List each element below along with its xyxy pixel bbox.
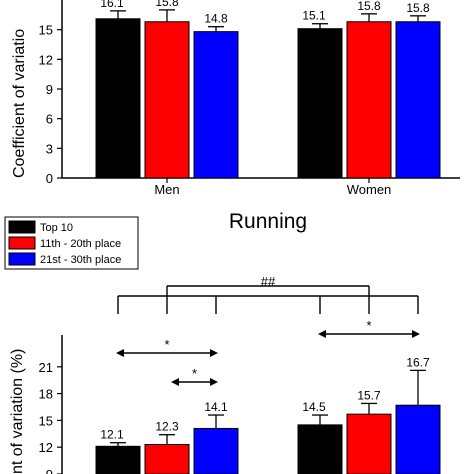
- y-tick-label: 9: [46, 467, 53, 474]
- data-label: 14.5: [302, 400, 326, 414]
- arrow-head-left: [171, 378, 179, 386]
- y-tick-label: 15: [39, 23, 53, 38]
- significance-marker: *: [366, 318, 371, 333]
- bar: [95, 18, 141, 179]
- significance-marker: ##: [261, 274, 276, 289]
- significance-marker: *: [164, 337, 169, 352]
- significance-brackets: ## * * *: [116, 274, 420, 386]
- data-label: 12.1: [100, 428, 124, 442]
- legend-swatch-11-20: [8, 236, 36, 250]
- arrow-head-left: [318, 330, 326, 338]
- y-tick-label: 18: [39, 387, 53, 402]
- legend-box: [4, 216, 139, 270]
- data-label: 15.8: [155, 0, 179, 9]
- data-label: 15.8: [406, 1, 430, 15]
- data-label: 14.1: [204, 400, 228, 414]
- y-tick-label: 15: [39, 413, 53, 428]
- significance-marker: *: [192, 366, 197, 381]
- data-label: 15.1: [302, 9, 326, 23]
- y-tick-label: 12: [39, 52, 53, 67]
- bar: [346, 413, 392, 474]
- data-label: 14.8: [204, 12, 228, 26]
- chart-title-running: Running: [229, 210, 307, 233]
- legend-label-11-20: 11th - 20th place: [40, 238, 121, 250]
- data-label: 16.7: [406, 355, 430, 369]
- legend-swatch-21-30: [8, 252, 36, 266]
- x-category-label: Men: [154, 182, 179, 197]
- y-tick-label: 3: [46, 141, 53, 156]
- y-tick-label: 9: [46, 82, 53, 97]
- y-tick-label: 6: [46, 112, 53, 127]
- arrow-head-right: [412, 330, 420, 338]
- arrow-head-right: [210, 349, 218, 357]
- legend-label-top10: Top 10: [40, 222, 73, 234]
- x-category-label: Women: [347, 182, 392, 197]
- top-bars: 16.1 15.1 15.8 15.8 14.8 15.8: [95, 0, 441, 179]
- bar: [95, 445, 141, 474]
- y-tick-label: 12: [39, 440, 53, 455]
- arrow-head-left: [116, 349, 124, 357]
- y-tick-label: 21: [39, 360, 53, 375]
- data-label: 15.8: [357, 0, 381, 13]
- data-label: 16.1: [100, 0, 124, 10]
- legend-label-21-30: 21st - 30th place: [40, 254, 121, 266]
- bar: [144, 444, 190, 474]
- bottom-axes: 9 12 15 18 21: [39, 335, 63, 474]
- bar: [297, 28, 343, 179]
- y-tick-label: 0: [46, 171, 53, 186]
- legend: Top 10 11th - 20th place 21st - 30th pla…: [4, 216, 139, 270]
- data-label: 12.3: [155, 420, 179, 434]
- legend-swatch-top10: [8, 220, 36, 234]
- bar: [395, 404, 441, 474]
- data-label: 15.7: [357, 388, 381, 402]
- bottom-bars: 12.1 14.5 12.3 15.7 14.1 16.7: [95, 355, 441, 474]
- bottom-y-axis-label: nt of variation (%): [9, 349, 26, 474]
- bar: [193, 427, 239, 474]
- bottom-panel-chart: nt of variation (%) 9 12 15 18 21 ## * * * 12.1…: [9, 274, 441, 474]
- bar: [297, 424, 343, 474]
- top-panel-chart: Coefficient of variatio 0 3 6 9 12 15 Men Women…: [11, 0, 460, 197]
- bar: [144, 21, 190, 179]
- top-y-axis-label: Coefficient of variatio: [11, 29, 28, 178]
- bar: [395, 21, 441, 179]
- bar: [346, 21, 392, 179]
- arrow-head-right: [210, 378, 218, 386]
- bar: [193, 31, 239, 179]
